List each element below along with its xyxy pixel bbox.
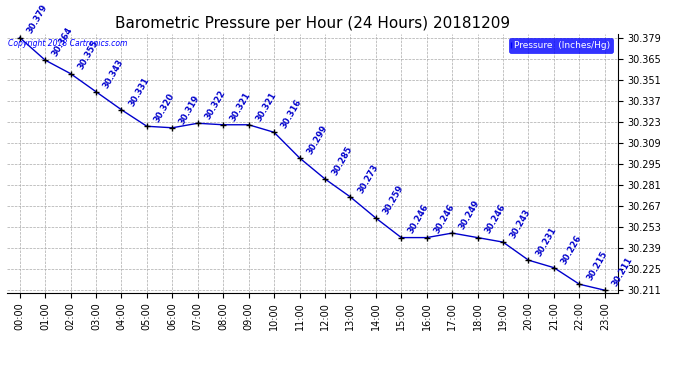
Title: Barometric Pressure per Hour (24 Hours) 20181209: Barometric Pressure per Hour (24 Hours) … (115, 16, 510, 31)
Text: 30.226: 30.226 (560, 233, 584, 266)
Text: 30.259: 30.259 (382, 183, 405, 216)
Text: 30.243: 30.243 (509, 207, 533, 240)
Text: 30.246: 30.246 (407, 203, 431, 236)
Text: 30.211: 30.211 (611, 255, 634, 288)
Text: 30.285: 30.285 (331, 144, 355, 177)
Text: 30.299: 30.299 (305, 123, 329, 156)
Text: 30.331: 30.331 (127, 75, 151, 108)
Text: Copyright 2018 Cartronics.com: Copyright 2018 Cartronics.com (8, 39, 127, 48)
Text: 30.321: 30.321 (254, 90, 278, 123)
Text: 30.319: 30.319 (178, 93, 201, 126)
Text: 30.343: 30.343 (101, 57, 126, 90)
Legend: Pressure  (Inches/Hg): Pressure (Inches/Hg) (509, 38, 613, 53)
Text: 30.246: 30.246 (432, 203, 456, 236)
Text: 30.215: 30.215 (585, 249, 609, 282)
Text: 30.320: 30.320 (152, 92, 176, 124)
Text: 30.231: 30.231 (534, 225, 558, 258)
Text: 30.316: 30.316 (279, 98, 304, 130)
Text: 30.379: 30.379 (25, 3, 49, 35)
Text: 30.355: 30.355 (76, 39, 100, 72)
Text: 30.246: 30.246 (483, 203, 507, 236)
Text: 30.249: 30.249 (457, 198, 482, 231)
Text: 30.273: 30.273 (356, 162, 380, 195)
Text: 30.321: 30.321 (228, 90, 253, 123)
Text: 30.364: 30.364 (50, 26, 75, 58)
Text: 30.322: 30.322 (204, 88, 227, 121)
